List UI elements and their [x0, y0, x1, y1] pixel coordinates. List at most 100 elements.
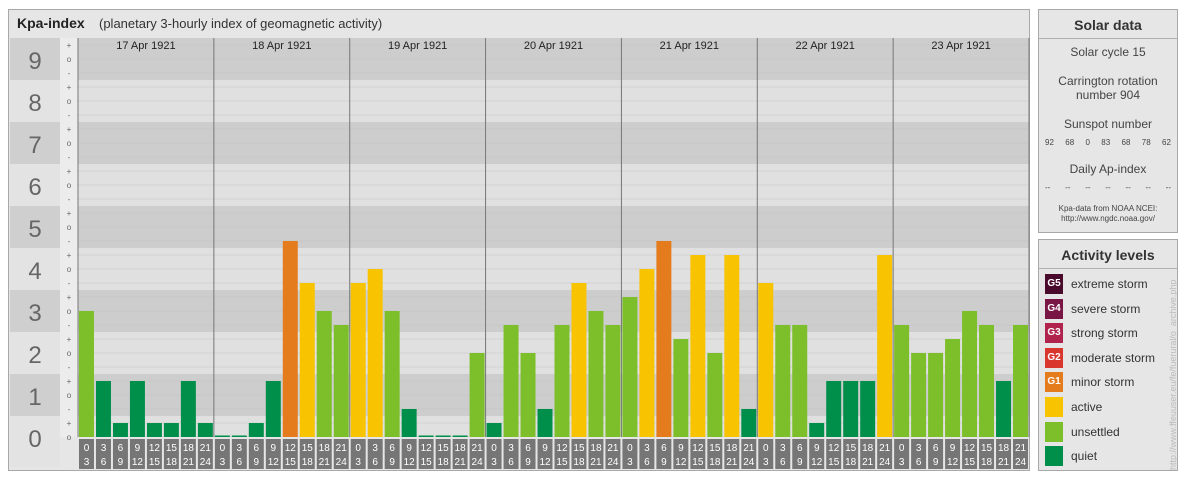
interval-end-label: 9	[254, 457, 260, 468]
interval-start-label: 3	[101, 443, 107, 454]
interval-end-label: 12	[811, 457, 823, 468]
interval-box	[622, 439, 638, 469]
activity-levels-heading: Activity levels	[1061, 247, 1155, 263]
interval-box	[367, 439, 383, 469]
sunspot-value: 68	[1121, 138, 1131, 147]
kp-bar	[95, 381, 111, 437]
minor-tick-label: +	[67, 251, 72, 260]
y-tick-label: 3	[28, 300, 41, 327]
minor-tick-label: +	[67, 377, 72, 386]
interval-end-label: 6	[644, 457, 650, 468]
interval-box	[129, 439, 145, 469]
interval-start-label: 12	[692, 443, 704, 454]
interval-start-label: 12	[556, 443, 568, 454]
interval-end-label: 12	[268, 457, 280, 468]
interval-end-label: 3	[491, 457, 497, 468]
interval-start-label: 0	[763, 443, 769, 454]
solar-data-heading: Solar data	[1074, 17, 1142, 33]
kp-bar	[571, 282, 587, 437]
y-band-label-bg	[10, 248, 60, 290]
interval-box	[146, 439, 162, 469]
interval-box	[180, 439, 196, 469]
kp-bar	[79, 311, 94, 437]
interval-start-label: 12	[828, 443, 840, 454]
sunspot-value: 68	[1065, 138, 1075, 147]
solar-cycle: Solar cycle 15	[1070, 45, 1146, 59]
minor-tick-label: -	[68, 195, 71, 204]
interval-box	[333, 439, 349, 469]
kp-bar	[537, 408, 553, 437]
interval-start-label: 0	[220, 443, 226, 454]
kp-bar	[911, 353, 927, 437]
y-band-label-bg	[10, 164, 60, 206]
interval-end-label: 15	[149, 457, 161, 468]
legend-label: minor storm	[1071, 375, 1135, 390]
interval-box	[758, 439, 774, 469]
day-label: 20 Apr 1921	[524, 40, 583, 52]
data-credit-link[interactable]: http://www.ngdc.noaa.gov/	[1061, 214, 1155, 223]
carrington-line-1: Carrington rotation	[1058, 74, 1158, 88]
interval-end-label: 21	[183, 457, 195, 468]
interval-start-label: 21	[472, 443, 484, 454]
interval-box	[299, 439, 315, 469]
ap-value: --	[1165, 183, 1171, 192]
kp-bar	[843, 381, 859, 437]
minor-tick-label: o	[67, 391, 72, 400]
sunspot-values: 92 68 0 83 68 78 62	[1045, 138, 1171, 147]
interval-box	[163, 439, 179, 469]
interval-start-label: 6	[389, 443, 395, 454]
interval-start-label: 15	[981, 443, 993, 454]
day-label: 22 Apr 1921	[796, 40, 855, 52]
interval-end-label: 18	[438, 457, 450, 468]
interval-end-label: 24	[1015, 457, 1027, 468]
minor-tick-label: -	[68, 69, 71, 78]
chart-subtitle: (planetary 3-hourly index of geomagnetic…	[99, 16, 383, 31]
interval-end-label: 18	[845, 457, 857, 468]
legend-label: severe storm	[1071, 301, 1141, 316]
interval-box	[911, 439, 927, 469]
interval-end-label: 12	[132, 457, 144, 468]
minor-tick-label: o	[67, 181, 72, 190]
interval-box	[707, 439, 723, 469]
interval-start-label: 21	[200, 443, 212, 454]
sunspot-value: 83	[1101, 138, 1111, 147]
interval-end-label: 24	[879, 457, 891, 468]
interval-start-label: 3	[644, 443, 650, 454]
interval-start-label: 18	[862, 443, 874, 454]
ap-value: --	[1085, 183, 1091, 192]
interval-end-label: 21	[319, 457, 331, 468]
kp-bar	[214, 435, 230, 437]
interval-start-label: 9	[814, 443, 820, 454]
sunspot-value: 78	[1141, 138, 1151, 147]
legend-label: moderate storm	[1071, 350, 1156, 365]
interval-end-label: 3	[627, 457, 633, 468]
interval-end-label: 3	[220, 457, 226, 468]
ap-value: --	[1065, 183, 1071, 192]
interval-start-label: 6	[933, 443, 939, 454]
interval-start-label: 18	[590, 443, 602, 454]
interval-start-label: 6	[525, 443, 531, 454]
interval-box	[384, 439, 400, 469]
interval-start-label: 21	[607, 443, 619, 454]
legend-swatch	[1045, 397, 1063, 417]
interval-end-label: 15	[556, 457, 568, 468]
kp-bar	[724, 255, 740, 437]
interval-end-label: 6	[101, 457, 107, 468]
kp-bar	[520, 353, 536, 437]
minor-tick-label: +	[67, 293, 72, 302]
interval-box	[996, 439, 1012, 469]
y-tick-label: 8	[28, 90, 41, 117]
interval-start-label: 18	[726, 443, 738, 454]
interval-box	[741, 439, 757, 469]
kp-bar	[809, 423, 825, 437]
interval-start-label: 0	[84, 443, 90, 454]
interval-start-label: 21	[879, 443, 891, 454]
interval-box	[809, 439, 825, 469]
interval-box	[979, 439, 995, 469]
interval-box	[503, 439, 519, 469]
minor-tick-label: +	[67, 41, 72, 50]
y-band-label-bg	[10, 206, 60, 248]
interval-start-label: 0	[899, 443, 905, 454]
